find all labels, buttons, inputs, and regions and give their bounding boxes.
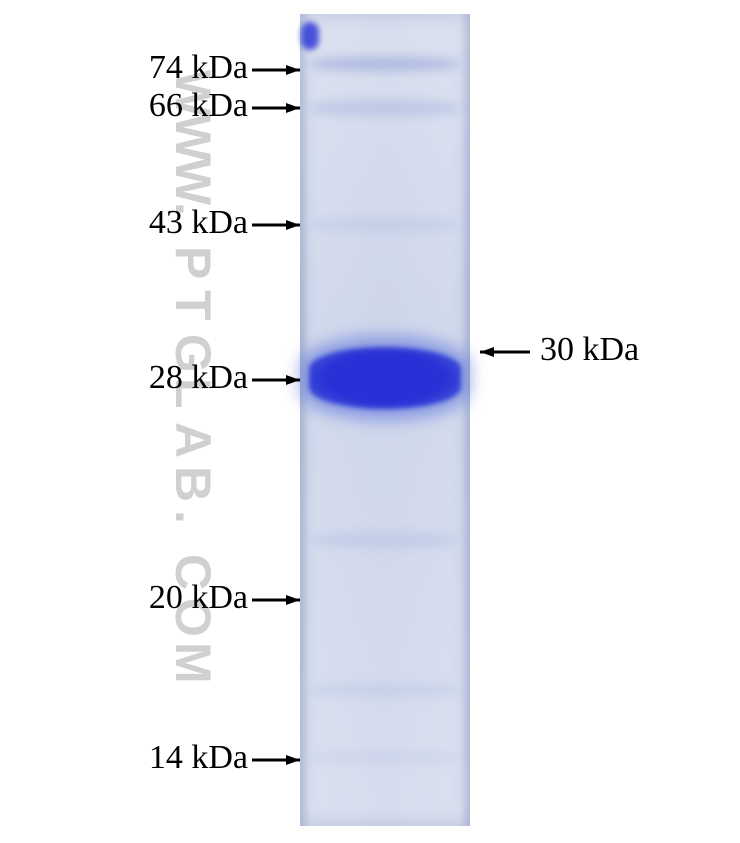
- faint-band-3: [310, 532, 460, 548]
- marker-label-43kda: 43 kDa: [149, 204, 248, 242]
- watermark-char: A: [164, 422, 222, 458]
- gel-figure: WWW.PTGLAB.COM74 kDa66 kDa43 kDa28 kDa20…: [0, 0, 740, 843]
- watermark-char: M: [164, 642, 222, 684]
- dye-front: [301, 22, 319, 50]
- faint-band-4: [310, 683, 460, 697]
- watermark-char: P: [164, 246, 222, 279]
- faint-band-1: [310, 100, 460, 116]
- watermark-char: .: [164, 510, 222, 524]
- target-band-label: 30 kDa: [540, 331, 639, 369]
- marker-label-28kda: 28 kDa: [149, 359, 248, 397]
- faint-band-0: [310, 57, 460, 71]
- marker-label-74kda: 74 kDa: [149, 49, 248, 87]
- target-band-arrow: [464, 340, 546, 364]
- faint-band-2: [310, 218, 460, 232]
- watermark-char: W: [164, 158, 222, 205]
- gel-lane: [300, 14, 470, 826]
- watermark-char: T: [164, 290, 222, 321]
- main-band: [309, 347, 461, 409]
- marker-label-14kda: 14 kDa: [149, 739, 248, 777]
- watermark-char: B: [164, 466, 222, 502]
- marker-label-20kda: 20 kDa: [149, 579, 248, 617]
- marker-label-66kda: 66 kDa: [149, 87, 248, 125]
- faint-band-5: [310, 752, 460, 764]
